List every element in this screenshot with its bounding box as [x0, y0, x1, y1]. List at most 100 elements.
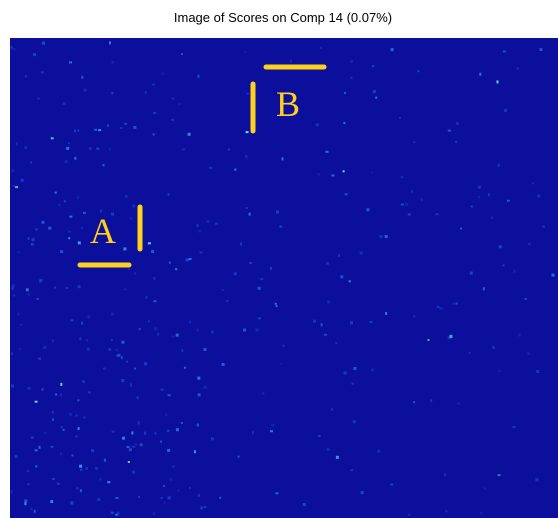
speckle — [10, 45, 13, 49]
speckle — [198, 230, 201, 233]
speckle — [62, 102, 66, 105]
speckle — [183, 366, 186, 369]
speckle — [371, 368, 375, 372]
speckle — [181, 148, 185, 151]
speckle — [15, 186, 19, 189]
speckle — [407, 213, 411, 216]
speckle — [111, 430, 115, 433]
speckle — [427, 339, 430, 341]
speckle — [152, 133, 155, 136]
speckle — [215, 222, 218, 225]
speckle — [457, 402, 460, 405]
speckle — [221, 289, 224, 292]
speckle — [126, 446, 130, 448]
speckle — [203, 347, 207, 351]
speckle — [36, 298, 40, 300]
speckle — [335, 342, 338, 345]
speckle — [178, 103, 181, 106]
speckle — [132, 445, 136, 448]
speckle — [109, 41, 111, 45]
speckle — [255, 328, 259, 332]
speckle — [344, 91, 346, 94]
speckle — [162, 72, 165, 76]
speckle — [38, 280, 42, 283]
speckle — [371, 171, 374, 174]
speckle — [177, 489, 180, 492]
speckle — [97, 498, 101, 502]
speckle — [197, 493, 200, 497]
speckle — [58, 203, 61, 206]
speckle — [516, 67, 519, 70]
speckle — [320, 323, 323, 327]
speckle — [40, 71, 44, 74]
speckle — [122, 436, 125, 440]
speckle — [108, 348, 112, 351]
speckle — [335, 455, 339, 459]
speckle — [478, 195, 481, 198]
speckle — [60, 393, 63, 397]
speckle — [248, 212, 251, 216]
speckle — [13, 294, 15, 297]
speckle — [36, 97, 40, 100]
speckle — [502, 264, 505, 267]
speckle — [245, 131, 249, 134]
speckle — [360, 491, 364, 495]
speckle — [11, 352, 13, 356]
speckle — [83, 88, 87, 92]
speckle — [145, 295, 148, 299]
speckle — [276, 210, 279, 214]
speckle — [413, 401, 416, 404]
speckle — [447, 129, 451, 132]
speckle — [43, 431, 47, 434]
speckle — [94, 128, 98, 131]
speckle — [246, 92, 250, 95]
speckle — [197, 74, 200, 78]
speckle — [27, 386, 31, 390]
speckle — [160, 440, 162, 443]
speckle — [86, 338, 89, 342]
speckle — [343, 371, 347, 375]
speckle — [352, 420, 356, 424]
speckle — [496, 80, 499, 84]
speckle — [50, 137, 54, 140]
speckle — [210, 330, 214, 334]
speckle — [74, 129, 76, 133]
speckle — [257, 317, 261, 320]
speckle — [411, 189, 414, 193]
speckle — [408, 513, 411, 516]
speckle — [111, 60, 114, 64]
speckle — [131, 431, 134, 435]
speckle — [350, 321, 353, 325]
speckle — [111, 92, 114, 95]
speckle — [512, 426, 516, 428]
speckle — [10, 490, 13, 494]
speckle — [175, 428, 179, 432]
score-image — [10, 38, 558, 518]
speckle — [171, 97, 175, 100]
speckle — [194, 450, 196, 454]
speckle — [102, 224, 106, 227]
speckle — [77, 241, 81, 245]
speckle — [19, 323, 22, 326]
speckle — [342, 170, 345, 173]
speckle — [17, 312, 20, 316]
speckle — [24, 499, 28, 503]
speckle — [439, 307, 443, 310]
speckle — [166, 429, 170, 432]
speckle — [132, 470, 136, 474]
speckle — [39, 278, 43, 281]
speckle — [279, 225, 283, 228]
speckle — [350, 469, 354, 472]
speckle — [147, 242, 151, 245]
speckle — [492, 346, 495, 349]
speckle — [262, 392, 265, 395]
speckle — [181, 349, 184, 353]
speckle — [317, 172, 320, 176]
annotation-label: A — [90, 211, 116, 251]
speckle — [497, 474, 501, 477]
speckle — [81, 75, 84, 79]
speckle — [41, 41, 45, 45]
speckle — [302, 503, 306, 506]
speckle — [528, 243, 531, 246]
